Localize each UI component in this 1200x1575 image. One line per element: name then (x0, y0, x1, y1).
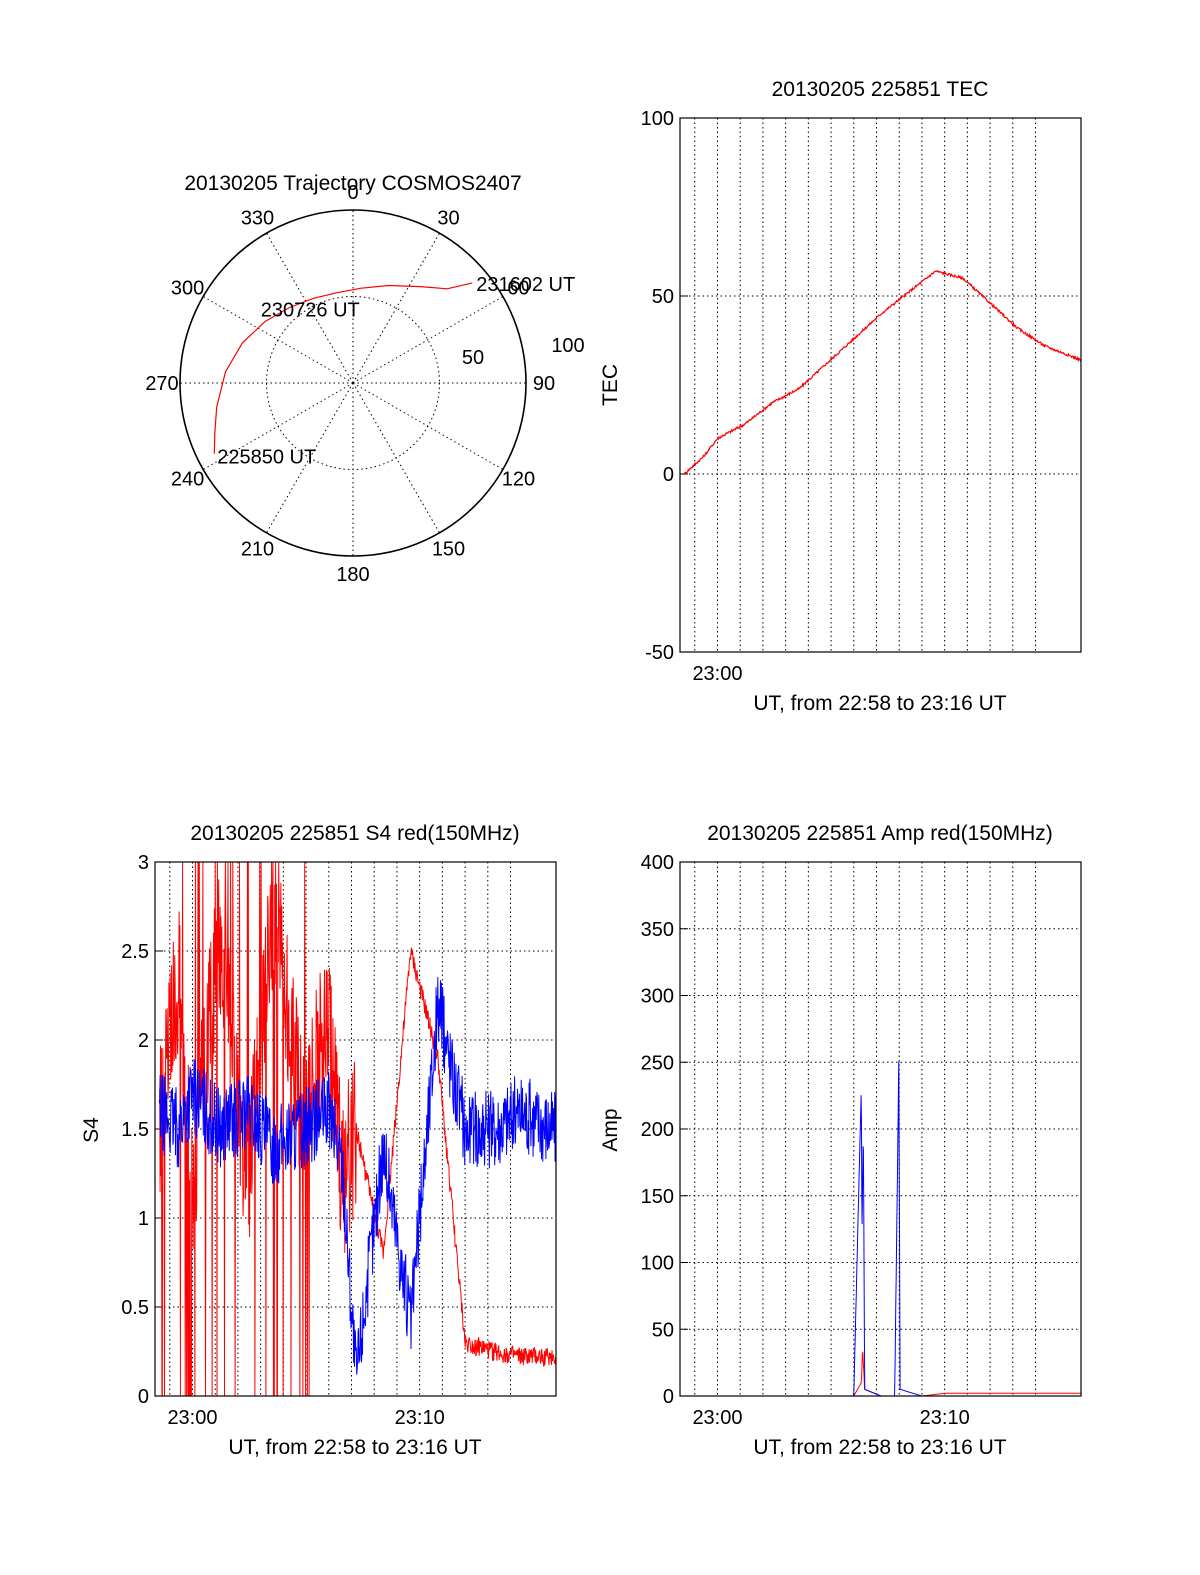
polar-angle-label: 240 (171, 469, 204, 491)
amp-ylabel: Amp (599, 1108, 622, 1151)
trajectory-annotation: 231602 UT (476, 274, 575, 296)
y-tick-label: 50 (652, 286, 674, 308)
y-tick-label: 2 (138, 1030, 149, 1052)
polar-spoke (266, 232, 354, 384)
polar-spoke (266, 382, 354, 534)
x-tick-label: 23:10 (395, 1407, 445, 1429)
y-tick-label: 350 (641, 919, 674, 941)
polar-angle-label: 300 (171, 278, 204, 300)
polar-spoke (352, 382, 440, 534)
x-tick-label: 23:00 (692, 1407, 742, 1429)
polar-angle-label: 150 (432, 538, 465, 560)
polar-spoke (352, 382, 504, 470)
y-tick-label: 300 (641, 986, 674, 1008)
polar-radial-label: 50 (462, 347, 484, 369)
polar-angle-label: 0 (347, 182, 358, 204)
trajectory-polar-plot: 20130205 Trajectory COSMOS2407 0 30 60 90 12… (145, 172, 584, 586)
trajectory-annotation: 225850 UT (217, 447, 316, 469)
trajectory-annotation: 230726 UT (261, 300, 360, 322)
amp-xlabel: UT, from 22:58 to 23:16 UT (753, 1436, 1006, 1459)
x-tick-label: 23:00 (167, 1407, 217, 1429)
polar-spoke (352, 232, 440, 384)
y-tick-label: 1 (138, 1208, 149, 1230)
amp-title: 20130205 225851 Amp red(150MHz) (707, 822, 1053, 845)
y-tick-label: 0 (138, 1386, 149, 1408)
polar-angle-label: 30 (437, 208, 459, 230)
y-tick-label: 50 (652, 1319, 674, 1341)
s4-xlabel: UT, from 22:58 to 23:16 UT (228, 1436, 481, 1459)
series-line-red (684, 1351, 1081, 1397)
trajectory-annotations: 225850 UT 230726 UT 231602 UT (217, 274, 575, 469)
tec-xlabel: UT, from 22:58 to 23:16 UT (753, 692, 1006, 715)
polar-spoke (352, 296, 504, 384)
polar-radial-labels: 50 100 (462, 335, 585, 369)
amp-panel: 20130205 225851 Amp red(150MHz) UT, from… (599, 822, 1082, 1459)
polar-angle-label: 330 (241, 208, 274, 230)
tec-ylabel: TEC (599, 364, 622, 406)
y-tick-label: -50 (645, 642, 674, 664)
y-tick-label: 200 (641, 1119, 674, 1141)
s4-title: 20130205 225851 S4 red(150MHz) (190, 822, 519, 845)
polar-title: 20130205 Trajectory COSMOS2407 (184, 172, 521, 195)
x-tick-label: 23:10 (920, 1407, 970, 1429)
trajectory-line (213, 282, 473, 454)
trajectory-track (213, 282, 473, 454)
y-tick-label: 1.5 (121, 1119, 149, 1141)
y-tick-label: 250 (641, 1052, 674, 1074)
y-tick-label: 100 (641, 1253, 674, 1275)
y-tick-label: 100 (641, 108, 674, 130)
polar-angle-label: 270 (145, 373, 178, 395)
y-tick-label: 0 (663, 464, 674, 486)
y-tick-label: 2.5 (121, 941, 149, 963)
s4-panel: 20130205 225851 S4 red(150MHz) UT, from … (80, 822, 557, 1459)
tec-panel: 20130205 225851 TEC UT, from 22:58 to 23… (599, 78, 1082, 715)
y-tick-label: 0 (663, 1386, 674, 1408)
polar-grid (179, 209, 527, 557)
s4-ylabel: S4 (80, 1117, 103, 1143)
x-tick-label: 23:00 (692, 663, 742, 685)
plot-frame (679, 861, 1082, 1397)
y-tick-label: 0.5 (121, 1297, 149, 1319)
y-tick-label: 150 (641, 1186, 674, 1208)
polar-radial-label: 100 (551, 335, 584, 357)
plot-frame (154, 861, 557, 1397)
polar-angle-labels: 0 30 60 90 120 150 180 210 240 270 300 330 (145, 182, 555, 586)
y-tick-label: 400 (641, 852, 674, 874)
tec-title: 20130205 225851 TEC (772, 78, 989, 101)
series-line-red (683, 270, 1082, 476)
series-line-blue (158, 977, 557, 1375)
polar-angle-label: 180 (336, 564, 369, 586)
polar-angle-label: 60 (507, 278, 529, 300)
y-tick-label: 3 (138, 852, 149, 874)
series-line-blue (684, 1061, 1081, 1397)
plot-frame (679, 117, 1082, 653)
polar-angle-label: 90 (533, 373, 555, 395)
polar-angle-label: 120 (502, 469, 535, 491)
polar-spoke (202, 382, 354, 470)
polar-spoke (202, 296, 354, 384)
polar-outer-circle (179, 209, 527, 557)
polar-angle-label: 210 (241, 538, 274, 560)
